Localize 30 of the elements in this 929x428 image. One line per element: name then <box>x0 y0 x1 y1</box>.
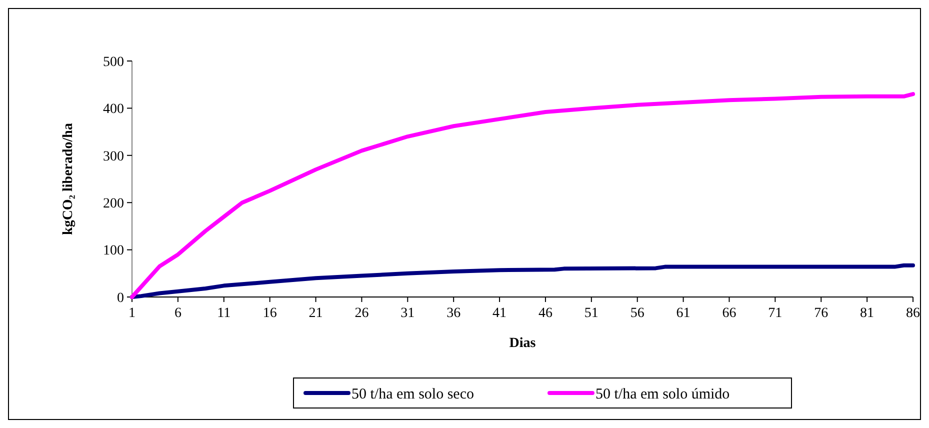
y-axis-title: kgCO₂ liberado/ha <box>61 123 76 235</box>
x-axis-title: Dias <box>509 336 536 351</box>
y-tick-label: 200 <box>103 196 124 212</box>
x-tick-label: 6 <box>174 306 182 321</box>
y-tick-label: 500 <box>103 54 124 70</box>
x-tick-label: 16 <box>262 306 277 321</box>
x-tick-label: 81 <box>860 306 874 321</box>
y-tick-label: 300 <box>103 149 124 164</box>
x-tick-label: 86 <box>906 306 920 321</box>
x-tick-label: 26 <box>354 306 369 321</box>
x-tick-label: 36 <box>446 306 461 321</box>
line-series <box>130 263 915 299</box>
x-tick-label: 61 <box>676 306 690 321</box>
y-tick-label: 100 <box>103 244 124 259</box>
x-tick-label: 1 <box>128 306 136 321</box>
x-tick-label: 76 <box>814 306 828 321</box>
x-tick-label: 56 <box>630 306 644 321</box>
y-tick-label: 0 <box>117 290 124 306</box>
x-tick-label: 66 <box>722 306 736 321</box>
x-tick-label: 41 <box>492 306 507 321</box>
x-tick-label: 21 <box>308 306 323 321</box>
legend-label: 50 t/ha em solo úmido <box>596 386 730 402</box>
legend-label: 50 t/ha em solo seco <box>352 386 474 402</box>
x-tick-label: 31 <box>400 306 415 321</box>
x-tick-label: 71 <box>768 306 782 321</box>
x-tick-label: 11 <box>217 306 231 321</box>
line-series <box>130 92 915 299</box>
x-tick-label: 46 <box>538 306 552 321</box>
x-tick-label: 51 <box>584 306 598 321</box>
y-tick-label: 400 <box>103 102 124 118</box>
